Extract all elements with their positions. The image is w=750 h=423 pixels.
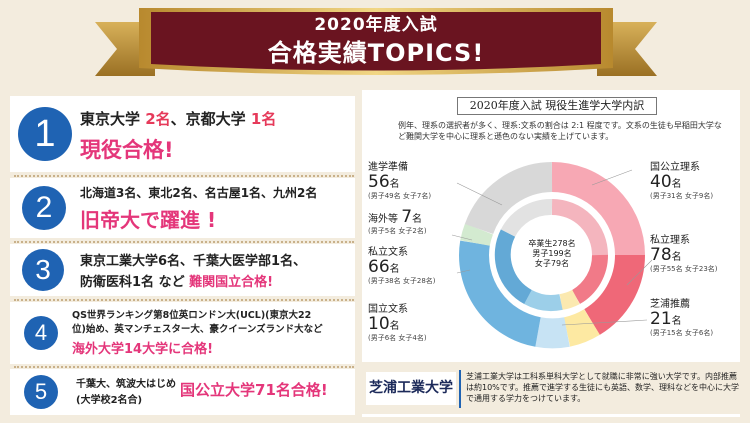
- segment-shiritsu-rikei: [583, 254, 645, 335]
- category-shiritsu-rikei: 私立理系 78名 (男子55名 女子23名): [650, 235, 718, 273]
- item5-line1: 千葉大、筑波大はじめ: [76, 379, 176, 390]
- banner-year-text: 2020年度入試: [314, 15, 438, 35]
- item5-line2: (大学校2名合): [76, 395, 143, 406]
- category-junbi: 進学準備 56名 (男子49名 女子7名): [368, 162, 432, 200]
- panel-title: 2020年度入試 現役生進学大学内訳: [457, 97, 657, 115]
- university-name: 芝浦工業大学: [366, 372, 456, 405]
- donut-chart: [451, 162, 653, 349]
- number-badge: 1: [18, 107, 72, 161]
- item1-line1: 東京大学 2名、京都大学 1名: [80, 110, 277, 128]
- banner-title-text: 合格実績TOPICS!: [267, 39, 485, 67]
- divider: [14, 299, 354, 301]
- segment-kokuritsu-bunkei: [535, 317, 570, 349]
- item4-line1: QS世界ランキング第8位英ロンドン大(UCL)(東京大22: [72, 310, 312, 321]
- item2-line1: 北海道3名、東北2名、名古屋1名、九州2名: [80, 186, 318, 200]
- topic-item-1: 1 東京大学 2名、京都大学 1名 現役合格!: [10, 96, 355, 172]
- segment-junbi: [464, 162, 553, 235]
- category-kokuritsu-bunkei: 国立文系 10名 (男子6名 女子4名): [368, 304, 427, 342]
- topic-item-3: 3 東京工業大学6名、千葉大医学部1名、 防衛医科1名 など 難関国立合格!: [10, 244, 355, 296]
- category-kaigai: 海外等 7名 (男子5名 女子2名): [368, 207, 427, 235]
- category-shiritsu-bunkei: 私立文系 66名 (男子38名 女子28名): [368, 247, 436, 285]
- number-badge: 5: [24, 375, 58, 409]
- topic-item-4: 4 QS世界ランキング第8位英ロンドン大(UCL)(東京大22 位)始め、英マン…: [10, 302, 355, 364]
- segment-shiritsu-bunkei: [459, 240, 542, 347]
- divider: [14, 366, 354, 368]
- panel-description: 例年、理系の選択者が多く、理系:文系の割合は 2:1 程度です。文系の生徒も早稲…: [398, 121, 722, 141]
- ribbon-graphic: [95, 8, 657, 76]
- item5-headline: 国公立大学71名合格!: [180, 381, 328, 399]
- divider: [14, 175, 354, 177]
- category-shibaura: 芝浦推薦 21名 (男子15名 女子6名): [650, 299, 714, 337]
- title-banner: 2020年度入試 合格実績TOPICS!: [95, 0, 657, 86]
- number-badge: 2: [22, 186, 66, 230]
- item4-line2: 位)始め、英マンチェスター大、豪クイーンズランド大など: [72, 324, 323, 335]
- breakdown-panel: 2020年度入試 現役生進学大学内訳 例年、理系の選択者が多く、理系:文系の割合…: [362, 90, 740, 417]
- item1-headline: 現役合格!: [80, 138, 174, 162]
- chart-center-label: 卒業生278名 男子199名 女子79名: [528, 239, 576, 268]
- item3-line2: 防衛医科1名 など 難関国立合格!: [80, 275, 274, 290]
- item4-headline: 海外大学14大学に合格!: [72, 342, 214, 357]
- item3-line1: 東京工業大学6名、千葉大医学部1名、: [80, 254, 307, 269]
- topic-item-5: 5 千葉大、筑波大はじめ (大学校2名合) 国公立大学71名合格!: [10, 369, 355, 415]
- university-description: 芝浦工業大学は工科系単科大学として就職に非常に強い大学です。内部推薦は約10%で…: [466, 372, 739, 403]
- segment-kokoritsu-rikei: [551, 162, 645, 256]
- topic-item-2: 2 北海道3名、東北2名、名古屋1名、九州2名 旧帝大で躍進 !: [10, 178, 355, 238]
- accent-bar: [459, 370, 461, 408]
- segment-shibaura: [563, 308, 600, 347]
- divider: [14, 241, 354, 243]
- item2-headline: 旧帝大で躍進 !: [80, 208, 217, 232]
- segment-kaigai: [460, 223, 494, 247]
- number-badge: 4: [24, 316, 58, 350]
- number-badge: 3: [22, 249, 64, 291]
- shibaura-info-box: 芝浦工業大学 芝浦工業大学は工科系単科大学として就職に非常に強い大学です。内部推…: [362, 362, 740, 414]
- category-kokoritsu-rikei: 国公立理系 40名 (男子31名 女子9名): [650, 162, 714, 200]
